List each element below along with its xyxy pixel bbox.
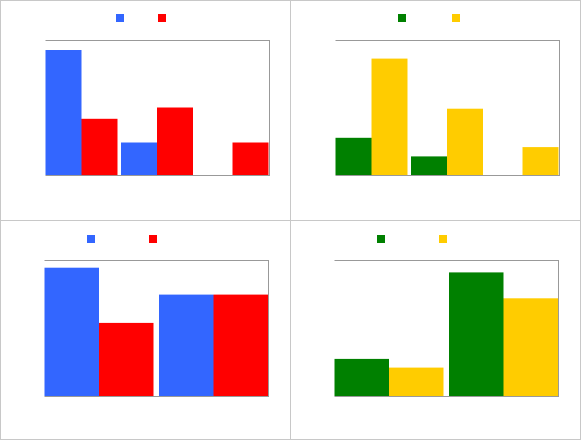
legend-swatch-1 xyxy=(87,235,95,243)
bar-chart-3 xyxy=(44,235,269,397)
bar-series-2-group-2 xyxy=(157,107,193,175)
plot-axes xyxy=(44,260,269,397)
legend-swatch-2 xyxy=(439,235,447,243)
bar-series-2-group-3 xyxy=(232,142,269,175)
plot-axes xyxy=(45,40,270,176)
chart-panel-bottom-left xyxy=(0,220,291,440)
bar-series-1-group-1 xyxy=(334,358,389,396)
bar-series-2-group-1 xyxy=(389,367,444,396)
legend-swatch-2 xyxy=(158,14,166,22)
bar-series-2-group-2 xyxy=(503,298,558,396)
bar-series-2-group-2 xyxy=(447,108,483,175)
bar-series-1-group-1 xyxy=(335,137,372,175)
bar-series-1-group-2 xyxy=(121,142,157,175)
legend-swatch-2 xyxy=(452,14,460,22)
bar-series-1-group-2 xyxy=(449,272,504,396)
bar-series-1-group-2 xyxy=(411,156,447,175)
plot-axes xyxy=(335,40,560,176)
bar-series-1-group-1 xyxy=(44,267,99,396)
bar-series-2-group-1 xyxy=(99,322,154,396)
bar-chart-2 xyxy=(335,14,560,176)
bar-chart-1 xyxy=(45,14,270,176)
bar-series-2-group-2 xyxy=(213,294,268,396)
bar-series-1-group-2 xyxy=(159,294,214,396)
bar-chart-4 xyxy=(334,235,559,397)
legend-swatch-1 xyxy=(377,235,385,243)
legend-swatch-1 xyxy=(116,14,124,22)
bar-series-2-group-1 xyxy=(371,58,408,175)
chart-panel-top-left xyxy=(0,0,291,221)
bar-series-2-group-3 xyxy=(522,147,559,175)
legend-swatch-1 xyxy=(398,14,406,22)
bar-series-1-group-1 xyxy=(45,50,82,175)
bar-series-2-group-1 xyxy=(81,118,118,176)
plot-axes xyxy=(334,260,559,397)
chart-panel-bottom-right xyxy=(290,220,581,440)
chart-panel-top-right xyxy=(290,0,581,221)
legend-swatch-2 xyxy=(149,235,157,243)
